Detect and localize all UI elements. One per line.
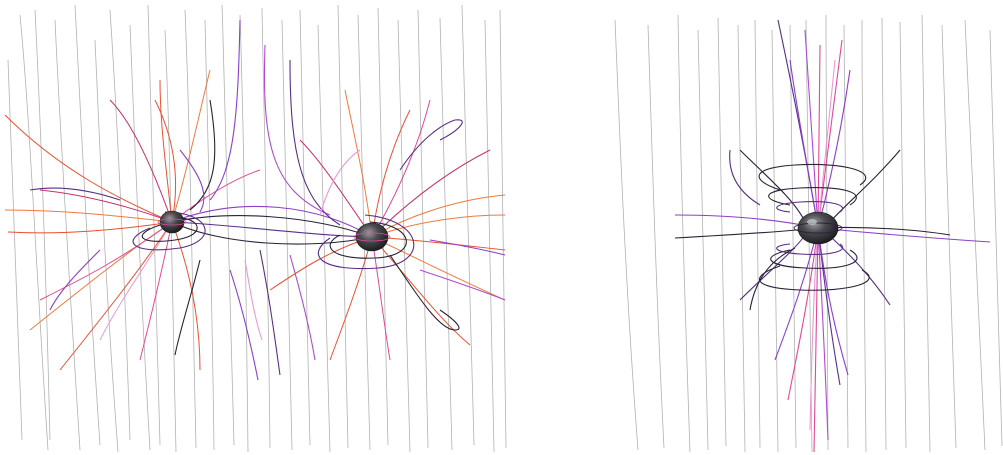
radial-field-lines-right-body	[269, 89, 506, 361]
binary-field-lines-panel	[4, 4, 507, 453]
body-sphere-right	[353, 222, 391, 252]
connecting-field-lines	[29, 19, 506, 381]
body-sphere-left	[157, 210, 187, 234]
single-body-field-lines-panel	[600, 0, 1003, 455]
background-field-lines	[7, 4, 507, 453]
radial-field-lines-left-body	[4, 69, 261, 371]
binary-field-lines-plot	[4, 4, 507, 453]
body-sphere	[793, 211, 843, 245]
single-body-field-lines-plot	[614, 14, 1003, 453]
